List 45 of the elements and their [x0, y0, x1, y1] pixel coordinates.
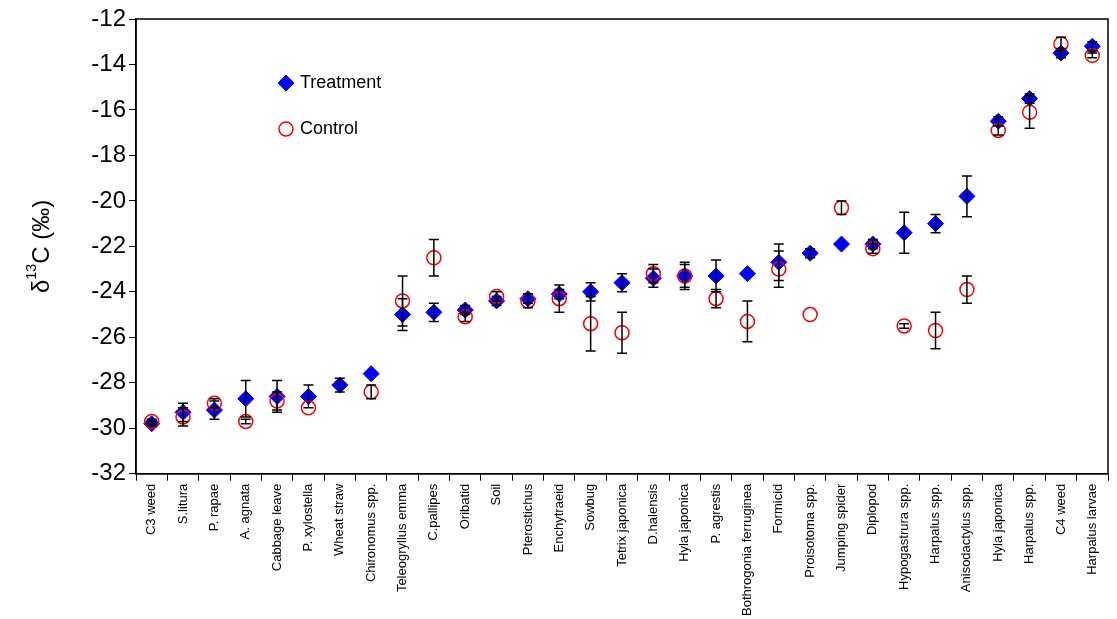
- legend-label: Control: [300, 117, 359, 138]
- x-tick-label: Soil: [488, 483, 504, 506]
- legend-label: Treatment: [300, 71, 382, 92]
- x-tick-label: Harpalus spp.: [1021, 483, 1037, 564]
- x-tick-label: Oribatid: [456, 483, 472, 530]
- x-tick-label: Enchytraeid: [550, 483, 566, 553]
- x-tick-label: Teleogryllus emma: [394, 482, 410, 593]
- x-tick-label: Harpalus larvae: [1083, 483, 1099, 575]
- x-tick-label: Proisotoma spp.: [801, 483, 817, 578]
- x-tick-label: C.pallipes: [425, 483, 441, 541]
- x-tick-label: Tetrix japonica: [613, 482, 629, 567]
- x-tick-label: Bothrogonia ferruginea: [739, 482, 754, 617]
- y-tick-label: -28: [91, 367, 126, 395]
- y-tick-label: -32: [91, 458, 126, 486]
- x-tick-label: P. xylostella: [300, 482, 316, 552]
- x-tick-label: Cabbage leave: [268, 483, 284, 572]
- x-tick-label: C4 weed: [1052, 483, 1068, 536]
- x-tick-label: D.halensis: [644, 483, 660, 545]
- x-tick-label: Formicid: [770, 483, 786, 534]
- x-tick-label: Anisodactylus spp.: [958, 483, 974, 593]
- x-tick-label: Harpalus spp.: [927, 483, 943, 564]
- x-tick-label: Diplopod: [864, 483, 880, 536]
- x-tick-label: Wheat straw: [331, 483, 347, 556]
- x-tick-label: Hyla japonica: [676, 482, 692, 562]
- y-tick-label: -14: [91, 49, 126, 77]
- y-tick-label: -16: [91, 94, 126, 122]
- x-tick-label: P. agrestis: [707, 483, 723, 544]
- x-tick-label: Hypogastrura spp.: [895, 483, 911, 590]
- y-tick-label: -18: [91, 140, 126, 168]
- x-tick-label: A. agnata: [237, 482, 253, 540]
- y-tick-label: -24: [91, 276, 126, 304]
- x-tick-label: P. rapae: [205, 483, 221, 532]
- y-tick-label: -22: [91, 231, 126, 258]
- x-tick-label: Chironomus spp.: [362, 483, 378, 583]
- y-tick-label: -12: [91, 3, 126, 31]
- y-axis-title: δ13C (‰): [22, 199, 54, 294]
- x-tick-label: Pterostichus: [519, 483, 535, 556]
- x-tick-label: S.litura: [174, 482, 190, 525]
- y-tick-label: -30: [91, 412, 126, 440]
- x-tick-label: Jumping spider: [833, 483, 849, 572]
- x-tick-label: Hyla japonica: [989, 482, 1005, 562]
- x-tick-label: Sowbug: [582, 483, 598, 531]
- y-tick-label: -26: [91, 321, 126, 349]
- y-tick-label: -20: [91, 185, 126, 213]
- x-tick-label: C3 weed: [143, 483, 159, 536]
